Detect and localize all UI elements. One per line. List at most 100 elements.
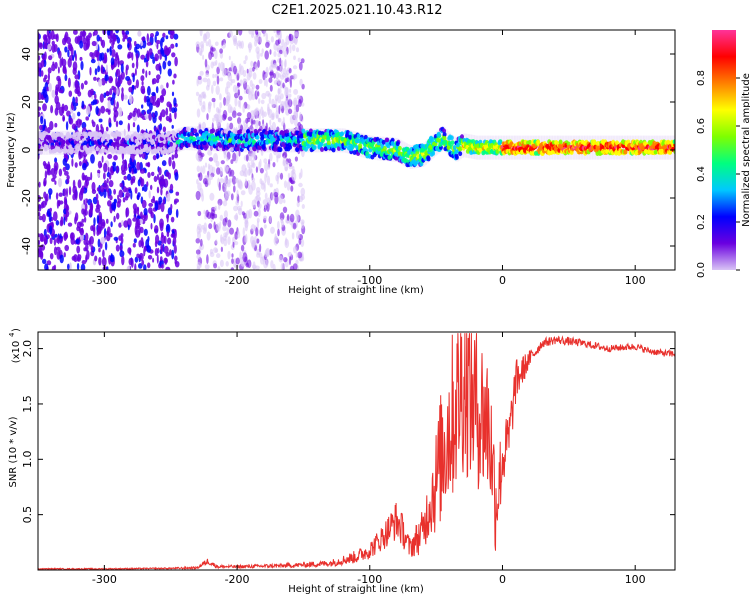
spectrogram-noise-cell [100, 124, 103, 129]
spectrogram-noise-cell [259, 167, 264, 174]
spectrogram-noise-cell [301, 83, 305, 90]
spectrogram-ridge-cell [252, 139, 256, 145]
spectrogram-noise-cell [38, 204, 42, 212]
spectrogram-noise-cell [238, 180, 243, 190]
spectrogram-noise-cell [80, 187, 85, 193]
spectrogram-noise-cell [85, 105, 91, 116]
spectrogram-noise-cell [122, 30, 125, 35]
spectrogram-noise-cell [70, 232, 74, 240]
spectrogram-noise-cell [156, 173, 160, 181]
spectrogram-noise-cell [229, 227, 234, 235]
spectrogram-noise-cell [172, 160, 176, 170]
spectrogram-noise-cell [165, 223, 171, 234]
spectrogram-ridge-cell [101, 148, 106, 153]
spectrogram-noise-cell [295, 252, 298, 258]
spectrogram-noise-cell [231, 253, 234, 258]
spectrogram-noise-cell [258, 120, 261, 127]
spectrogram-ridge-cell [349, 143, 354, 149]
spectrogram-noise-cell [297, 57, 301, 63]
spectrogram-noise-cell [123, 175, 128, 181]
spectrogram-noise-cell [108, 173, 112, 180]
spectrogram-ridge-cell [285, 129, 289, 135]
spectrogram-noise-cell [98, 79, 103, 87]
spectrogram-noise-cell [199, 50, 203, 56]
spectrogram-ridge-cell [169, 142, 174, 147]
spectrogram-ridge-cell [255, 135, 260, 140]
spectrogram-noise-cell [255, 46, 260, 54]
spectrogram-noise-cell [275, 33, 279, 38]
spectrogram-noise-cell [272, 162, 276, 168]
spectrogram-noise-cell [219, 48, 224, 54]
spectrogram-ridge-cell [246, 129, 250, 134]
spectrogram-noise-cell [232, 175, 237, 185]
spectrogram-ridge-cell [142, 140, 147, 146]
spectrogram-noise-cell [202, 101, 206, 110]
spectrogram-noise-cell [232, 241, 235, 248]
spectrogram-noise-cell [273, 62, 277, 68]
spectrogram-noise-cell [40, 115, 44, 125]
spectrogram-noise-cell [269, 152, 273, 162]
spectrogram-noise-cell [113, 154, 118, 161]
spectrogram-noise-cell [240, 40, 244, 49]
x-tick-label: -300 [92, 573, 117, 586]
spectrogram-noise-cell [239, 251, 242, 260]
spectrogram-noise-cell [97, 65, 101, 73]
spectrogram-noise-cell [293, 88, 299, 95]
spectrogram-noise-cell [236, 43, 239, 50]
spectrogram-noise-cell [127, 224, 130, 231]
spectrogram-noise-cell [289, 265, 295, 270]
spectrogram-noise-cell [160, 109, 166, 118]
x-tick-label: -100 [357, 274, 382, 287]
spectrogram-noise-cell [120, 233, 124, 238]
spectrogram-noise-cell [285, 86, 289, 95]
spectrogram-noise-cell [105, 64, 108, 73]
spectrogram-noise-cell [59, 254, 64, 264]
spectrogram-noise-cell [236, 112, 242, 117]
spectrogram-noise-cell [219, 259, 224, 268]
spectrogram-noise-cell [230, 267, 234, 270]
spectrogram-ridge-cell [69, 149, 74, 155]
spectrogram-noise-cell [51, 177, 56, 182]
spectrogram-ridge-cell [304, 146, 308, 152]
spectrogram-noise-cell [279, 74, 285, 80]
y-tick-label: 0 [20, 147, 33, 154]
spectrogram-noise-cell [44, 170, 48, 180]
spectrogram-noise-cell [288, 97, 292, 106]
spectrogram-noise-cell [255, 84, 260, 90]
spectrogram-noise-cell [247, 162, 251, 169]
spectrogram-noise-cell [57, 66, 60, 74]
spectrogram-noise-cell [279, 212, 285, 221]
spectrogram-noise-cell [101, 77, 106, 86]
spectrogram-ridge-cell [395, 141, 400, 147]
spectrogram-noise-cell [109, 77, 113, 82]
spectrogram-ridge-cell [331, 147, 336, 153]
spectrogram-noise-cell [110, 57, 115, 66]
spectrogram-noise-cell [128, 86, 133, 93]
spectrogram-noise-cell [265, 79, 268, 88]
spectrogram-noise-cell [43, 36, 48, 45]
spectrogram-noise-cell [282, 116, 285, 126]
spectrogram-noise-cell [38, 92, 42, 101]
spectrogram-noise-cell [270, 36, 274, 43]
spectrogram-noise-cell [56, 246, 61, 251]
spectrogram-ridge-cell [301, 128, 306, 134]
spectrogram-noise-cell [136, 161, 141, 171]
spectrogram-noise-cell [204, 264, 210, 270]
spectrogram-noise-cell [260, 106, 264, 116]
spectrogram-noise-cell [219, 77, 224, 82]
spectrogram-noise-cell [53, 264, 57, 270]
spectrogram-noise-cell [236, 230, 241, 239]
spectrogram-noise-cell [265, 258, 269, 267]
spectrogram-noise-cell [120, 63, 124, 73]
spectrogram-noise-cell [82, 175, 87, 181]
spectrogram-noise-cell [166, 231, 170, 238]
spectrogram-noise-cell [264, 50, 270, 60]
spectrogram-noise-cell [134, 187, 138, 194]
spectrogram-ridge-cell [381, 139, 386, 145]
spectrogram-ridge-cell [326, 140, 331, 146]
spectrogram-noise-cell [125, 30, 130, 35]
spectrogram-noise-cell [212, 117, 215, 123]
spectrogram-noise-cell [161, 160, 167, 167]
spectrogram-noise-cell [43, 118, 46, 129]
spectrogram-noise-cell [207, 163, 211, 170]
